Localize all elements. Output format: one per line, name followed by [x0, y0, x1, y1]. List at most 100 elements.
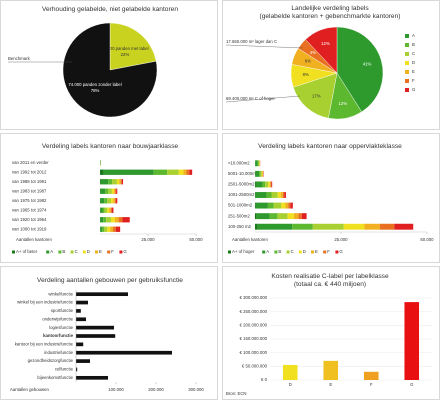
bar-segment [298, 213, 302, 220]
category-label: winkelfunctie [48, 291, 73, 296]
bar-segment [111, 188, 114, 194]
legend-label: A [412, 33, 415, 38]
pie-slice [62, 22, 158, 118]
bar-segment [255, 160, 258, 167]
bar [76, 317, 86, 322]
bar-segment [110, 217, 115, 223]
bar-segment [118, 217, 123, 223]
bar-segment [104, 226, 108, 232]
legend-label: B [62, 249, 65, 254]
y-tick-label: € 50.000.000 [242, 363, 268, 368]
pie-slice [109, 22, 157, 71]
x-axis-label: Aantallen kantoren [232, 237, 268, 242]
bar-segment [115, 226, 121, 232]
bar-segment [364, 223, 380, 230]
bar-segment [113, 226, 116, 232]
bar-segment [109, 207, 111, 213]
bar-segment [288, 202, 291, 209]
y-tick-label: € 300.000.000 [240, 295, 268, 300]
slice-value: 22% [121, 52, 130, 57]
bar-segment [113, 188, 116, 194]
bar-segment [271, 192, 278, 198]
bar-segment [103, 169, 154, 175]
bar [282, 364, 298, 380]
chart-title: Kosten realisatie C-label per labelklass… [271, 273, 389, 280]
bar-segment [100, 179, 109, 185]
bar-segment [108, 188, 112, 194]
bar-segment [281, 202, 286, 209]
legend-swatch [70, 250, 74, 254]
category-label: van 1992 tot 2012 [12, 169, 47, 174]
bar [323, 360, 339, 380]
legend-swatch [12, 250, 15, 254]
legend-label: A+ of hoger [232, 249, 255, 254]
legend-swatch [323, 250, 327, 254]
bar [76, 375, 108, 380]
chart-title: Verdeling aantallen gebouwen per gebruik… [37, 277, 183, 284]
legend-swatch [405, 43, 409, 47]
bar-segment [110, 226, 114, 232]
bar-segment [379, 223, 395, 230]
bar-segment [104, 207, 108, 213]
chart-title: Landelijke verdeling labels [291, 5, 369, 12]
bar-segment [257, 223, 293, 230]
bar-segment [100, 198, 105, 204]
legend-swatch [405, 52, 409, 56]
bar-segment [189, 169, 193, 175]
x-tick-label: 200.000 [148, 387, 164, 392]
category-label: logiesfunctie [49, 325, 73, 330]
legend-label: E [315, 249, 318, 254]
bar [76, 342, 84, 347]
y-tick-label: € 100.000.000 [240, 350, 268, 355]
x-tick-label: E [329, 382, 332, 387]
chart-title: Verdeling labels kantoren naar oppervlak… [258, 143, 402, 150]
panel [0, 266, 218, 400]
bar-segment [113, 198, 115, 204]
legend-label: D [412, 60, 415, 65]
category-label: kantoorfunctie [43, 333, 73, 338]
annotation-line [225, 44, 304, 49]
category-label: 501-1000m2 [228, 203, 253, 208]
bar-segment [183, 169, 187, 175]
bar-segment [255, 170, 260, 177]
x-tick-label: F [370, 382, 373, 387]
bar-segment [105, 188, 109, 194]
legend-swatch [119, 250, 123, 254]
pie-slice [292, 72, 338, 119]
x-axis-label: Aantallen gebouwen [10, 387, 50, 392]
legend-swatch [311, 250, 314, 254]
panel [222, 133, 440, 263]
x-tick-label: 50.000 [420, 237, 434, 242]
legend-swatch [274, 250, 278, 254]
legend-label: D [303, 249, 306, 254]
bar-segment [108, 179, 113, 185]
bar [76, 359, 90, 363]
annotation: 69.400.000 m² C of hoger [226, 96, 276, 101]
bar-segment [343, 223, 365, 230]
bar [76, 309, 81, 313]
x-tick-label: 300.000 [188, 387, 204, 392]
bar-segment [100, 179, 101, 185]
bar-segment [112, 179, 117, 185]
bar-segment [103, 217, 107, 223]
bar-segment [269, 181, 271, 188]
bar-segment [107, 226, 111, 232]
bar-segment [110, 198, 114, 204]
bar-segment [186, 169, 190, 175]
category-label: bijeenkomstfunctie [37, 375, 73, 380]
legend-label: C [291, 249, 294, 254]
bar-segment [102, 226, 105, 232]
bar-segment [267, 202, 274, 209]
bar-segment [100, 188, 106, 194]
legend-swatch [298, 250, 302, 254]
pie-slice [305, 26, 338, 74]
bar-segment [292, 223, 313, 230]
category-label: van 1983 tot 1987 [12, 188, 47, 193]
bar-segment [116, 188, 118, 194]
chart-subtitle: (totaal ca. € 440 miljoen) [294, 281, 366, 288]
legend-swatch [82, 250, 86, 254]
slice-value: 78% [91, 88, 100, 93]
bar [76, 292, 128, 297]
annotation: Benchmark [8, 56, 31, 61]
slice-value: 4% [310, 50, 316, 55]
